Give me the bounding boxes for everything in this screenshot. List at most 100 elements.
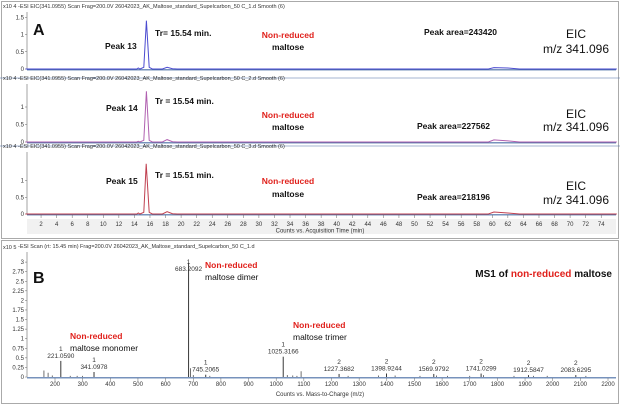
peak-mz-label: 683.2092 <box>175 266 202 273</box>
peak-charge-label: 1 <box>204 360 208 367</box>
peak-mz-label: 1398.9244 <box>371 366 402 373</box>
x-tick-label: 1300 <box>352 382 366 388</box>
y-tick-label: 0.5 <box>16 50 25 56</box>
x-tick-label: 1400 <box>380 382 394 388</box>
x-tick-label: 600 <box>161 382 172 388</box>
y-tick-label: 2 <box>21 298 25 304</box>
peak-mz-label: 1741.0299 <box>466 366 497 373</box>
y-tick-label: 1.75 <box>12 308 24 314</box>
y-tick-label: 0.25 <box>12 365 24 371</box>
x-tick-label: 2100 <box>574 382 588 388</box>
y-tick-label: 1 <box>21 33 25 39</box>
x-tick-label: 70 <box>567 222 574 228</box>
x-tick-label: 38 <box>318 222 325 228</box>
panel-a-frame <box>1 1 619 239</box>
x-tick-label: 68 <box>551 222 558 228</box>
x-tick-label: 300 <box>78 382 89 388</box>
peak-area-label: Peak area=243420 <box>424 27 497 37</box>
x-tick-label: 200 <box>50 382 61 388</box>
retention-time-label: Tr = 15.54 min. <box>155 96 214 106</box>
eic-label: EIC <box>566 107 586 121</box>
eic-label: EIC <box>566 27 586 41</box>
peak-mz-label: 221.0590 <box>47 353 74 360</box>
y-tick-label: 0.75 <box>12 346 24 352</box>
peak-label: Peak 13 <box>105 41 137 51</box>
x-tick-label: 1600 <box>435 382 449 388</box>
peak-charge-label: 1 <box>187 259 191 266</box>
y-tick-label: 1.5 <box>16 318 25 324</box>
annotation-red: Non-reduced <box>70 331 122 341</box>
peak-mz-label: 2083.6295 <box>560 367 591 374</box>
peak-charge-label: 1 <box>59 346 63 353</box>
y-tick-label: 3 <box>21 260 25 266</box>
annotation-text: maltose monomer <box>70 343 138 353</box>
x-tick-label: 34 <box>287 222 294 228</box>
peak-label: Peak 14 <box>106 103 138 113</box>
x-tick-label: 1900 <box>518 382 532 388</box>
peak-charge-label: 2 <box>337 359 341 366</box>
x-tick-label: 500 <box>133 382 144 388</box>
compound-label: maltose <box>272 122 304 132</box>
y-tick-label: 1 <box>21 337 25 343</box>
eic-trace-line <box>25 163 617 215</box>
x-tick-label: 60 <box>489 222 496 228</box>
y-tick-label: 0 <box>21 140 25 146</box>
eic-trace-line <box>25 20 617 70</box>
x-axis-band <box>27 219 616 234</box>
peak-area-label: Peak area=227562 <box>417 121 490 131</box>
x-tick-label: 64 <box>520 222 527 228</box>
compound-label: maltose <box>272 42 304 52</box>
peak-mz-label: 1025.3166 <box>268 349 299 356</box>
x-tick-label: 12 <box>116 222 123 228</box>
peak-charge-label: 2 <box>479 359 483 366</box>
x-tick-label: 14 <box>131 222 138 228</box>
x-tick-label: 800 <box>216 382 227 388</box>
x-tick-label: 46 <box>380 222 387 228</box>
peak-area-label: Peak area=218196 <box>417 192 490 202</box>
y-tick-label: 0 <box>21 375 25 381</box>
peak-charge-label: 1 <box>92 357 96 364</box>
spectrum-title: MS1 of non-reduced maltose <box>475 269 612 280</box>
peak-mz-label: 341.0978 <box>80 364 107 371</box>
compound-label-red: Non-reduced <box>262 30 314 40</box>
x-tick-label: 36 <box>302 222 309 228</box>
peak-charge-label: 1 <box>281 342 285 349</box>
y-tick-label: 1 <box>21 179 25 185</box>
x-tick-label: 1200 <box>325 382 339 388</box>
x-tick-label: 4 <box>55 222 59 228</box>
y-multiplier: x10 4 <box>3 76 16 82</box>
y-tick-label: 2.5 <box>16 279 25 285</box>
x-tick-label: 1100 <box>297 382 311 388</box>
x-tick-label: 10 <box>100 222 107 228</box>
peak-mz-label: 1912.5847 <box>513 367 544 374</box>
eic-trace-line <box>25 91 617 143</box>
x-tick-label: 22 <box>193 222 200 228</box>
x-tick-label: 1800 <box>491 382 505 388</box>
x-tick-label: 40 <box>333 222 340 228</box>
x-tick-label: 26 <box>224 222 231 228</box>
x-tick-label: 66 <box>536 222 543 228</box>
peak-charge-label: 2 <box>385 359 389 366</box>
trace-header: -ESI EIC(341.0955) Scan Frag=200.0V 2604… <box>18 4 285 10</box>
y-multiplier: x10 4 <box>3 4 16 10</box>
x-axis-title: Counts vs. Acquisition Time (min) <box>276 229 365 235</box>
x-tick-label: 18 <box>162 222 169 228</box>
x-tick-label: 54 <box>442 222 449 228</box>
mz-label: m/z 341.096 <box>543 120 609 134</box>
spectrum-header: -ESI Scan (rt: 15.45 min) Frag=200.0V 26… <box>18 244 255 250</box>
y-tick-label: 1.25 <box>12 327 24 333</box>
x-tick-label: 74 <box>598 222 605 228</box>
peak-mz-label: 1227.3682 <box>324 366 355 373</box>
y-tick-label: 2.75 <box>12 270 24 276</box>
peak-mz-label: 1569.9792 <box>418 366 449 373</box>
mz-label: m/z 341.096 <box>543 42 609 56</box>
y-tick-label: 0.5 <box>16 123 25 129</box>
x-tick-label: 2000 <box>546 382 560 388</box>
x-tick-label: 58 <box>473 222 480 228</box>
peak-charge-label: 2 <box>574 360 578 367</box>
x-tick-label: 28 <box>240 222 247 228</box>
y-tick-label: 0.5 <box>16 356 25 362</box>
y-multiplier: x10 5 <box>3 245 16 251</box>
x-tick-label: 48 <box>396 222 403 228</box>
